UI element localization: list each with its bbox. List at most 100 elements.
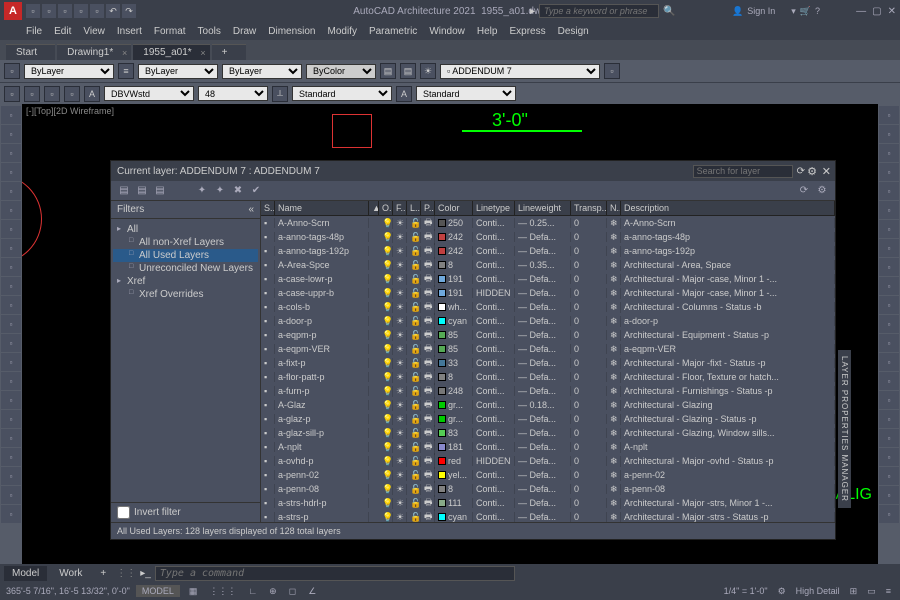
gear-icon[interactable]: ⚙: [775, 586, 789, 597]
customization-icon[interactable]: ≡: [883, 586, 894, 596]
palette-tool[interactable]: ▫: [1, 144, 21, 162]
palette-tool[interactable]: ▫: [879, 258, 899, 276]
osnap-icon[interactable]: ◻: [286, 586, 299, 597]
polar-icon[interactable]: ⊕: [266, 586, 280, 597]
ann-icon-1[interactable]: ▫: [4, 86, 20, 102]
viewport-label[interactable]: [-][Top][2D Wireframe]: [26, 106, 114, 116]
palette-tool[interactable]: ▫: [879, 106, 899, 124]
match-prop-icon[interactable]: ≡: [118, 63, 134, 79]
clean-screen-icon[interactable]: ▭: [864, 586, 879, 597]
menu-format[interactable]: Format: [154, 26, 186, 37]
layer-row[interactable]: ▪a-penn-02💡☀🔓🖶yel...Conti...— Defa...0❄a…: [261, 468, 835, 482]
palette-tool[interactable]: ▫: [1, 163, 21, 181]
new-filter-icon[interactable]: ▤: [117, 184, 131, 198]
palette-tool[interactable]: ▫: [1, 448, 21, 466]
maximize-icon[interactable]: ▢: [872, 6, 881, 17]
lm-palette-title[interactable]: LAYER PROPERTIES MANAGER: [838, 350, 851, 508]
layer-row[interactable]: ▪a-door-p💡☀🔓🖶cyanConti...— Defa...0❄a-do…: [261, 314, 835, 328]
palette-tool[interactable]: ▫: [1, 334, 21, 352]
qat-plot-icon[interactable]: ▫: [90, 4, 104, 18]
dimstyle-combo[interactable]: DBVWstd: [104, 86, 194, 101]
anno-scale[interactable]: 1/4" = 1'-0": [721, 586, 771, 596]
layout-tab-add[interactable]: +: [94, 566, 112, 581]
invert-filter-checkbox[interactable]: [117, 506, 130, 519]
help-icon[interactable]: ?: [815, 6, 820, 16]
layer-row[interactable]: ▪a-strs-p💡☀🔓🖶cyanConti...— Defa...0❄Arch…: [261, 510, 835, 522]
detail-level[interactable]: High Detail: [793, 586, 843, 596]
search-icon[interactable]: 🔍: [663, 6, 675, 17]
app-logo[interactable]: A: [4, 2, 22, 20]
mleader-combo[interactable]: Standard: [416, 86, 516, 101]
palette-tool[interactable]: ▫: [1, 353, 21, 371]
layer-row[interactable]: ▪a-penn-08💡☀🔓🖶8Conti...— Defa...0❄a-penn…: [261, 482, 835, 496]
palette-tool[interactable]: ▫: [1, 296, 21, 314]
cart-icon[interactable]: 🛒: [800, 6, 811, 17]
palette-tool[interactable]: ▫: [1, 429, 21, 447]
dim-icon[interactable]: ⟂: [272, 86, 288, 102]
coords-readout[interactable]: 365'-5 7/16", 16'-5 13/32", 0'-0": [6, 586, 130, 596]
delete-layer-icon[interactable]: ✖: [231, 184, 245, 198]
palette-tool[interactable]: ▫: [879, 410, 899, 428]
ann-icon-5[interactable]: A: [84, 86, 100, 102]
menu-dimension[interactable]: Dimension: [268, 26, 315, 37]
menu-insert[interactable]: Insert: [117, 26, 142, 37]
plotstyle-combo[interactable]: ByColor: [306, 64, 376, 79]
palette-tool[interactable]: ▫: [1, 182, 21, 200]
menu-help[interactable]: Help: [477, 26, 498, 37]
palette-tool[interactable]: ▫: [879, 505, 899, 523]
layer-row[interactable]: ▪a-eqpm-p💡☀🔓🖶85Conti...— Defa...0❄Archit…: [261, 328, 835, 342]
current-layer-combo[interactable]: ▫ ADDENDUM 7: [440, 64, 600, 79]
doc-tab[interactable]: Drawing1*×: [57, 44, 131, 60]
layer-color-icon[interactable]: ▫: [4, 63, 20, 79]
layer-states-icon[interactable]: ▤: [400, 63, 416, 79]
layer-props-icon[interactable]: ▤: [380, 63, 396, 79]
filter-item[interactable]: All non-Xref Layers: [113, 236, 258, 249]
model-badge[interactable]: MODEL: [136, 585, 180, 597]
layer-row[interactable]: ▪a-eqpm-VER💡☀🔓🖶85Conti...— Defa...0❄a-eq…: [261, 342, 835, 356]
layer-row[interactable]: ▪a-glaz-p💡☀🔓🖶gr...Conti...— Defa...0❄Arc…: [261, 412, 835, 426]
layer-row[interactable]: ▪a-cols-b💡☀🔓🖶wh...Conti...— Defa...0❄Arc…: [261, 300, 835, 314]
palette-tool[interactable]: ▫: [1, 372, 21, 390]
workspace-icon[interactable]: ⊞: [847, 586, 861, 597]
layout-tab-work[interactable]: Work: [51, 566, 90, 581]
minimize-icon[interactable]: —: [856, 6, 866, 17]
layer-columns[interactable]: S.. Name ▲ O.. F.. L.. P.. Color Linetyp…: [261, 201, 835, 216]
palette-tool[interactable]: ▫: [1, 277, 21, 295]
layer-states-icon[interactable]: ▤: [153, 184, 167, 198]
dimstyle2-combo[interactable]: Standard: [292, 86, 392, 101]
qat-open-icon[interactable]: ▫: [42, 4, 56, 18]
qat-new-icon[interactable]: ▫: [26, 4, 40, 18]
lm-settings-icon[interactable]: ⚙: [807, 165, 817, 178]
palette-tool[interactable]: ▫: [879, 448, 899, 466]
qat-undo-icon[interactable]: ↶: [106, 4, 120, 18]
layer-row[interactable]: ▪a-flor-patt-p💡☀🔓🖶8Conti...— Defa...0❄Ar…: [261, 370, 835, 384]
menu-parametric[interactable]: Parametric: [369, 26, 417, 37]
palette-tool[interactable]: ▫: [1, 391, 21, 409]
close-icon[interactable]: ✕: [888, 6, 896, 17]
layer-row[interactable]: ▪a-ovhd-p💡☀🔓🖶redHIDDEN— Defa...0❄Archite…: [261, 454, 835, 468]
close-tab-icon[interactable]: ×: [200, 48, 205, 58]
qat-saveas-icon[interactable]: ▫: [74, 4, 88, 18]
menu-draw[interactable]: Draw: [233, 26, 256, 37]
palette-tool[interactable]: ▫: [879, 429, 899, 447]
layer-search-input[interactable]: [693, 165, 793, 178]
palette-tool[interactable]: ▫: [879, 277, 899, 295]
lm-settings2-icon[interactable]: ⚙: [815, 184, 829, 198]
lm-close-icon[interactable]: ✕: [822, 165, 831, 178]
palette-tool[interactable]: ▫: [879, 144, 899, 162]
layer-row[interactable]: ▪A-Area-Spce💡☀🔓🖶8Conti...— 0.35...0❄Arch…: [261, 258, 835, 272]
filter-item[interactable]: Unreconciled New Layers: [113, 262, 258, 275]
ann-icon-2[interactable]: ▫: [24, 86, 40, 102]
layer-row[interactable]: ▪a-furn-p💡☀🔓🖶248Conti...— Defa...0❄Archi…: [261, 384, 835, 398]
ann-icon-3[interactable]: ▫: [44, 86, 60, 102]
grid-icon[interactable]: ▦: [186, 586, 201, 597]
layer-row[interactable]: ▪a-glaz-sill-p💡☀🔓🖶83Conti...— Defa...0❄A…: [261, 426, 835, 440]
layer-row[interactable]: ▪a-fixt-p💡☀🔓🖶33Conti...— Defa...0❄Archit…: [261, 356, 835, 370]
new-tab[interactable]: +: [212, 44, 246, 60]
new-group-icon[interactable]: ▤: [135, 184, 149, 198]
ortho-icon[interactable]: ∟: [245, 586, 260, 596]
palette-tool[interactable]: ▫: [1, 410, 21, 428]
menu-view[interactable]: View: [83, 26, 105, 37]
command-input[interactable]: [155, 566, 515, 581]
sun-icon[interactable]: ☀: [420, 63, 436, 79]
